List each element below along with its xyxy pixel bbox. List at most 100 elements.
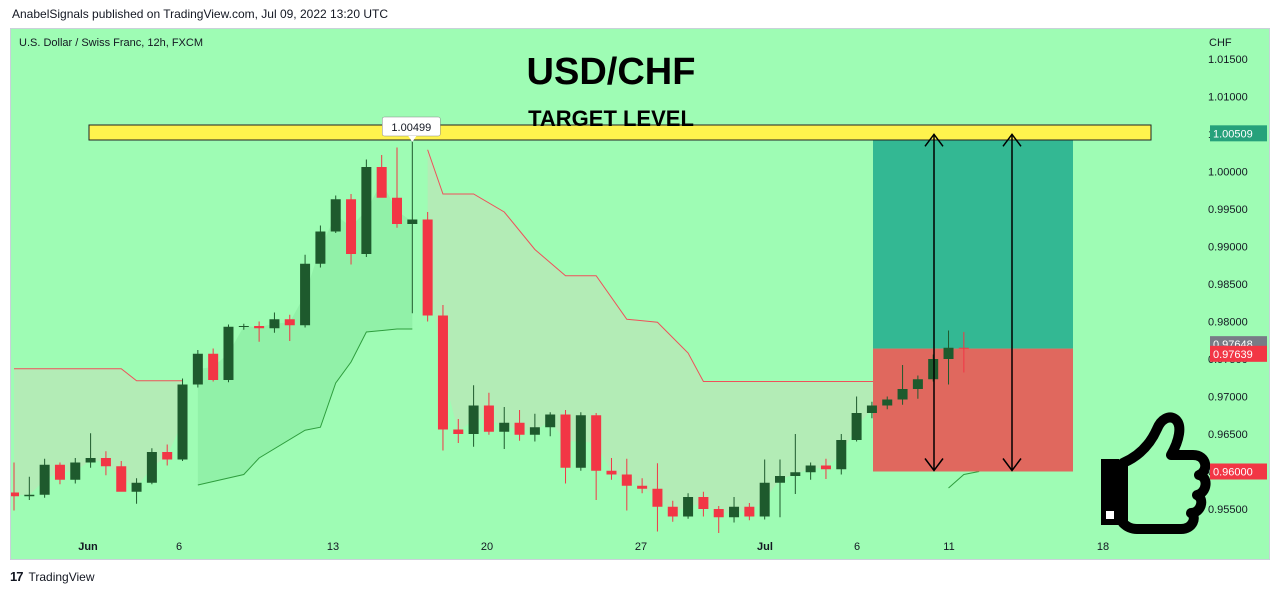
candle-body[interactable] — [468, 405, 479, 435]
candle-body[interactable] — [545, 414, 556, 428]
candle-body[interactable] — [146, 452, 157, 483]
supertrend-fill-down — [14, 368, 183, 496]
candle-body[interactable] — [775, 476, 785, 483]
candle-body[interactable] — [315, 231, 326, 264]
price-tick-label: 1.00000 — [1208, 167, 1248, 179]
candle-body[interactable] — [912, 379, 923, 389]
supertrend-fill-up — [197, 182, 413, 485]
range-arrow-2-head-bottom — [1002, 458, 1022, 472]
candle-body[interactable] — [346, 199, 357, 254]
stop-price-tag-bg — [1210, 463, 1267, 480]
range-arrow-1-head-bottom — [924, 458, 944, 472]
supertrend-fill-down-2 — [427, 149, 949, 514]
candle-body[interactable] — [177, 384, 188, 460]
candle-body[interactable] — [805, 465, 816, 473]
candle-body[interactable] — [928, 359, 939, 380]
time-tick-label: 27 — [635, 541, 647, 553]
candle-body[interactable] — [958, 347, 969, 349]
candle-body[interactable] — [238, 326, 249, 327]
candle-body[interactable] — [70, 462, 81, 480]
time-tick-label: 6 — [176, 541, 182, 553]
target-price-tag-bg — [1210, 125, 1267, 142]
candle-body[interactable] — [591, 415, 602, 471]
candle-body[interactable] — [24, 494, 35, 497]
candle-body[interactable] — [621, 474, 632, 486]
chart-subtitle: TARGET LEVEL — [528, 106, 694, 131]
price-tick-label: 0.98000 — [1208, 317, 1248, 329]
price-tick-label: 0.95500 — [1208, 504, 1248, 516]
candle-body[interactable] — [269, 319, 280, 329]
brand-label: TradingView — [28, 569, 95, 584]
candle-body[interactable] — [483, 405, 494, 432]
candle-body[interactable] — [422, 219, 433, 316]
candle-body[interactable] — [729, 506, 740, 518]
candle-body[interactable] — [790, 472, 801, 476]
candle-body[interactable] — [39, 464, 50, 495]
publisher-line: AnabelSignals published on TradingView.c… — [12, 7, 389, 21]
price-tick-label: 0.97000 — [1208, 392, 1248, 404]
candle-body[interactable] — [54, 464, 65, 480]
candle-body[interactable] — [437, 315, 448, 430]
candle-body[interactable] — [698, 497, 709, 509]
candle-body[interactable] — [300, 263, 311, 326]
candle-body[interactable] — [820, 465, 831, 470]
target-level-band[interactable] — [88, 124, 1152, 141]
candle-body[interactable] — [11, 492, 19, 497]
supertrend-line-up — [197, 328, 413, 486]
time-tick-label: 13 — [327, 541, 339, 553]
candle-body[interactable] — [529, 427, 540, 435]
candle-body[interactable] — [667, 506, 678, 517]
candle-body[interactable] — [376, 167, 387, 198]
chart-frame: 1.00499 USD/CHF TARGET LEVEL U.S. Dollar / … — [10, 28, 1270, 560]
candle-body[interactable] — [759, 482, 770, 517]
candle-body[interactable] — [652, 488, 663, 507]
candle-body[interactable] — [836, 440, 847, 470]
price-tick-label: 1.01500 — [1208, 54, 1248, 66]
candle-body[interactable] — [116, 466, 127, 492]
candle-body[interactable] — [453, 429, 464, 435]
time-tick-label: 18 — [1097, 541, 1109, 553]
price-tick-label: 0.98500 — [1208, 279, 1248, 291]
candle-body[interactable] — [744, 506, 755, 517]
candle-body[interactable] — [514, 422, 525, 435]
range-arrow-2-head-top — [1002, 133, 1022, 147]
time-tick-label: 6 — [854, 541, 860, 553]
candle-body[interactable] — [100, 458, 111, 467]
candle-body[interactable] — [330, 199, 341, 232]
candle-body[interactable] — [85, 458, 96, 463]
candle-body[interactable] — [254, 326, 265, 329]
candle-body[interactable] — [683, 497, 694, 517]
supertrend-line-down — [14, 368, 183, 382]
candle-body[interactable] — [897, 389, 908, 400]
candle-body[interactable] — [407, 219, 418, 225]
time-tick-label: Jul — [757, 541, 773, 553]
candle-body[interactable] — [208, 353, 219, 380]
candle-body[interactable] — [284, 319, 295, 326]
candle-body[interactable] — [851, 413, 862, 440]
candle-body[interactable] — [882, 399, 893, 406]
footer-brand[interactable]: 17 TradingView — [10, 569, 95, 584]
candle-body[interactable] — [713, 509, 724, 518]
symbol-label: U.S. Dollar / Swiss Franc, 12h, FXCM — [19, 37, 203, 49]
candle-body[interactable] — [606, 470, 617, 475]
candle-body[interactable] — [943, 347, 954, 359]
candle-body[interactable] — [192, 353, 203, 385]
candle-body[interactable] — [392, 197, 402, 224]
candle-body[interactable] — [131, 482, 142, 492]
target-price-tag: 1.00509 — [1213, 128, 1253, 140]
profit-zone[interactable] — [873, 133, 1073, 349]
candle-body[interactable] — [637, 485, 648, 489]
candle-body[interactable] — [866, 405, 877, 414]
time-tick-label: Jun — [78, 541, 98, 553]
stop-loss-zone[interactable] — [873, 348, 1073, 472]
candle-body[interactable] — [499, 422, 510, 432]
chart-title: USD/CHF — [527, 51, 696, 93]
candle-body[interactable] — [575, 415, 586, 468]
candle-body[interactable] — [162, 452, 173, 460]
candle-body[interactable] — [361, 167, 372, 254]
price-chart[interactable]: 1.00499 USD/CHF TARGET LEVEL U.S. Dollar / … — [11, 29, 1269, 559]
price-tick-label: 0.99500 — [1208, 204, 1248, 216]
range-arrow-1-head-top — [924, 133, 944, 147]
candle-body[interactable] — [560, 414, 571, 468]
candle-body[interactable] — [223, 326, 234, 380]
